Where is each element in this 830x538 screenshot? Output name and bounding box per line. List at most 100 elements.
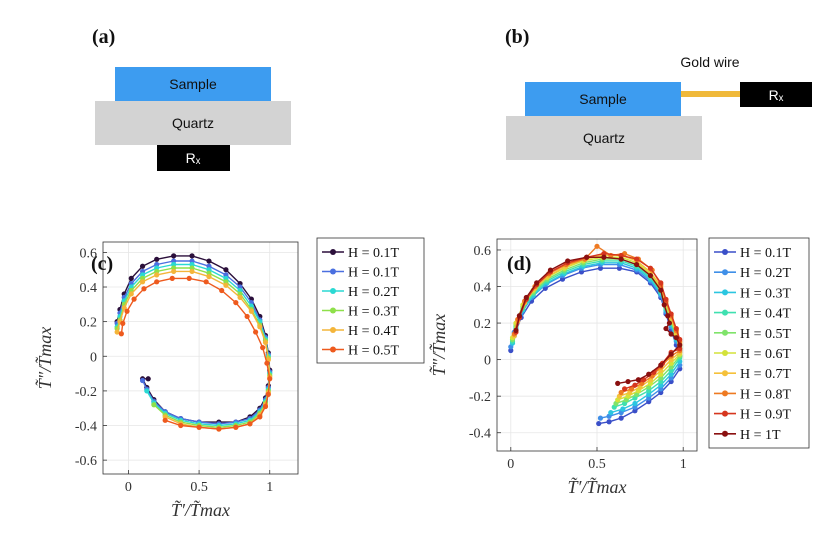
data-point bbox=[154, 256, 160, 262]
y-tick-label: 0.4 bbox=[474, 281, 492, 296]
data-point bbox=[647, 380, 654, 386]
data-point bbox=[216, 426, 222, 432]
panel-c-label: (c) bbox=[91, 253, 113, 275]
data-point bbox=[139, 263, 146, 269]
data-point bbox=[253, 329, 259, 335]
data-point bbox=[516, 313, 523, 319]
data-point bbox=[120, 320, 126, 326]
data-point bbox=[632, 400, 638, 407]
legend-entry: H = 0.5T bbox=[740, 327, 792, 342]
data-point bbox=[237, 294, 243, 301]
legend-swatch-marker bbox=[330, 249, 336, 255]
axes-frame bbox=[102, 241, 299, 475]
y-axis-label: T̃″/T̃max bbox=[429, 314, 449, 377]
data-point bbox=[244, 313, 250, 320]
legend-entry: H = 0.8T bbox=[740, 387, 792, 402]
data-point bbox=[646, 395, 652, 401]
legend-entry: H = 0.5T bbox=[348, 344, 400, 359]
data-point bbox=[233, 424, 239, 430]
data-point bbox=[262, 403, 269, 410]
legend-entry: H = 0.3T bbox=[348, 305, 400, 320]
data-point bbox=[658, 362, 664, 368]
data-point bbox=[139, 279, 146, 285]
rx-block bbox=[157, 145, 230, 171]
data-point bbox=[658, 378, 664, 385]
data-point bbox=[616, 265, 623, 271]
data-point bbox=[565, 258, 571, 264]
legend-box bbox=[316, 237, 425, 364]
data-point bbox=[203, 279, 209, 285]
x-axis-label: T̃′/T̃max bbox=[568, 477, 627, 497]
data-point bbox=[547, 267, 554, 273]
sample-block bbox=[525, 82, 681, 116]
legend-entry: H = 0.2T bbox=[348, 285, 400, 300]
data-point bbox=[260, 345, 266, 351]
data-point bbox=[646, 371, 652, 377]
data-point bbox=[223, 267, 229, 273]
data-point bbox=[151, 402, 157, 408]
data-point bbox=[658, 389, 664, 396]
sample-block bbox=[115, 67, 271, 101]
data-point bbox=[114, 329, 120, 335]
sample-label: Sample bbox=[579, 91, 627, 107]
data-point bbox=[646, 399, 652, 405]
quartz-label: Quartz bbox=[172, 115, 214, 131]
panel-b-label: (b) bbox=[505, 26, 529, 48]
data-point bbox=[139, 377, 146, 384]
data-point bbox=[673, 335, 679, 341]
data-point bbox=[219, 287, 225, 294]
panel-d-label: (d) bbox=[507, 253, 531, 275]
data-point bbox=[513, 327, 519, 333]
panel-a-label: (a) bbox=[92, 26, 115, 48]
data-point bbox=[658, 280, 664, 286]
rx-block bbox=[740, 82, 812, 107]
data-point bbox=[618, 415, 624, 421]
data-point bbox=[189, 268, 195, 275]
data-point bbox=[647, 265, 654, 271]
legend-entry: H = 0.6T bbox=[740, 347, 792, 362]
data-point bbox=[578, 269, 585, 275]
legend-swatch-marker bbox=[722, 289, 728, 296]
y-tick-label: 0.6 bbox=[474, 244, 492, 259]
y-axis-label: T̃″/T̃max bbox=[35, 327, 55, 390]
legend-swatch-marker bbox=[722, 410, 728, 417]
y-tick-label: 0 bbox=[90, 350, 97, 365]
x-tick-label: 1 bbox=[680, 457, 687, 472]
data-point bbox=[658, 371, 664, 377]
data-point bbox=[144, 388, 150, 394]
data-point bbox=[189, 253, 195, 259]
data-point bbox=[223, 282, 229, 288]
data-point bbox=[559, 276, 566, 282]
data-point bbox=[661, 302, 667, 308]
legend-swatch-marker bbox=[330, 327, 336, 333]
x-tick-label: 0 bbox=[507, 457, 514, 472]
data-point bbox=[601, 251, 607, 257]
data-point bbox=[262, 339, 269, 346]
x-tick-label: 0.5 bbox=[588, 457, 606, 472]
data-point bbox=[257, 414, 263, 420]
x-tick-label: 1 bbox=[266, 480, 273, 495]
data-point bbox=[162, 417, 168, 423]
data-point bbox=[632, 404, 638, 410]
data-point bbox=[131, 296, 137, 302]
data-point bbox=[668, 351, 674, 357]
legend-swatch-marker bbox=[330, 307, 336, 314]
data-point bbox=[663, 296, 669, 302]
sample-label: Sample bbox=[169, 76, 217, 92]
legend-entry: H = 0.1T bbox=[348, 246, 400, 261]
data-point bbox=[154, 279, 160, 285]
y-tick-label: 0.2 bbox=[80, 316, 98, 331]
data-point bbox=[601, 254, 607, 260]
data-point bbox=[618, 389, 624, 396]
data-point bbox=[128, 291, 134, 297]
gold-wire-label: Gold wire bbox=[680, 54, 739, 70]
data-point bbox=[594, 243, 600, 249]
legend-entry: H = 0.1T bbox=[740, 246, 792, 261]
data-point bbox=[178, 422, 184, 429]
legend-swatch-marker bbox=[330, 268, 336, 275]
data-point bbox=[508, 347, 514, 354]
legend-swatch-marker bbox=[330, 288, 336, 294]
rx-label: Rₓ bbox=[769, 87, 784, 103]
legend-swatch-marker bbox=[722, 390, 728, 397]
data-point bbox=[658, 287, 664, 293]
